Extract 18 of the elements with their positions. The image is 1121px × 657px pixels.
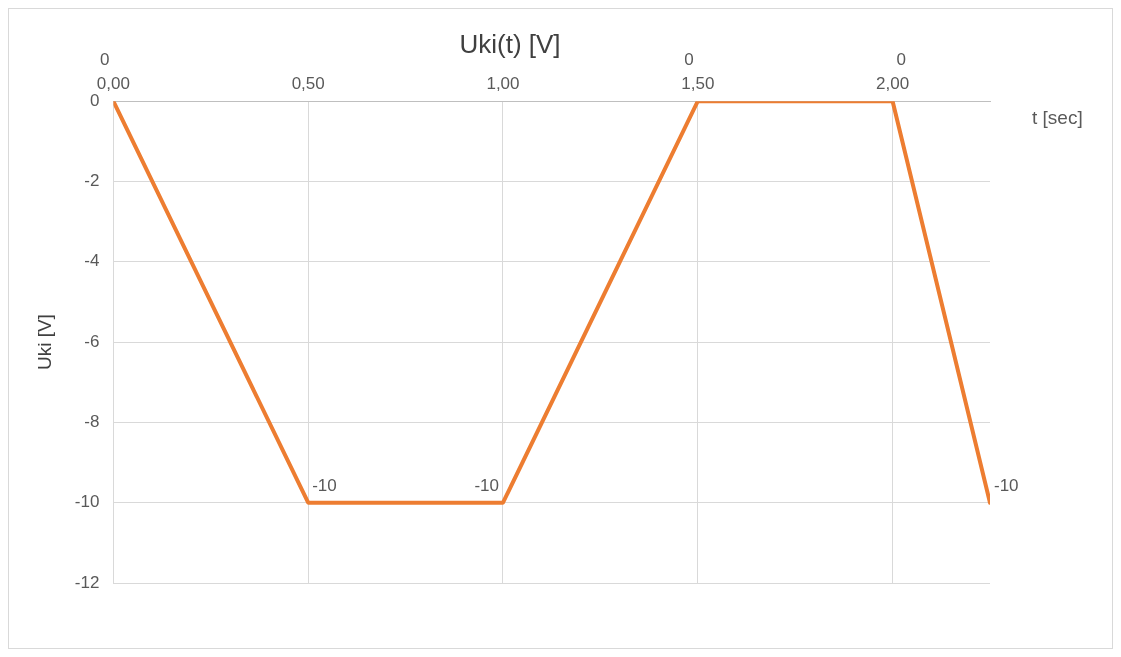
y-tick-label: -8 — [84, 412, 100, 432]
y-tick-label: -2 — [84, 171, 100, 191]
x-tick-label: 1,00 — [486, 74, 520, 94]
x-tick-label: 1,50 — [681, 74, 715, 94]
x-axis-title: t [sec] — [1032, 107, 1083, 129]
data-label: -10 — [474, 475, 499, 495]
data-label: -10 — [994, 475, 1019, 495]
data-label: 0 — [896, 50, 907, 70]
y-tick-label: -4 — [84, 251, 100, 271]
y-tick-label: -12 — [74, 572, 100, 592]
x-tick-label: 0,50 — [291, 74, 325, 94]
x-tick-label: 2,00 — [876, 74, 910, 94]
y-axis-title: Uki [V] — [33, 314, 55, 371]
chart-title: Uki(t) [V] — [459, 28, 561, 59]
data-label: -10 — [312, 475, 337, 495]
y-tick-label: -6 — [84, 331, 100, 351]
y-tick-label: -10 — [74, 492, 100, 512]
data-label: 0 — [684, 50, 694, 70]
